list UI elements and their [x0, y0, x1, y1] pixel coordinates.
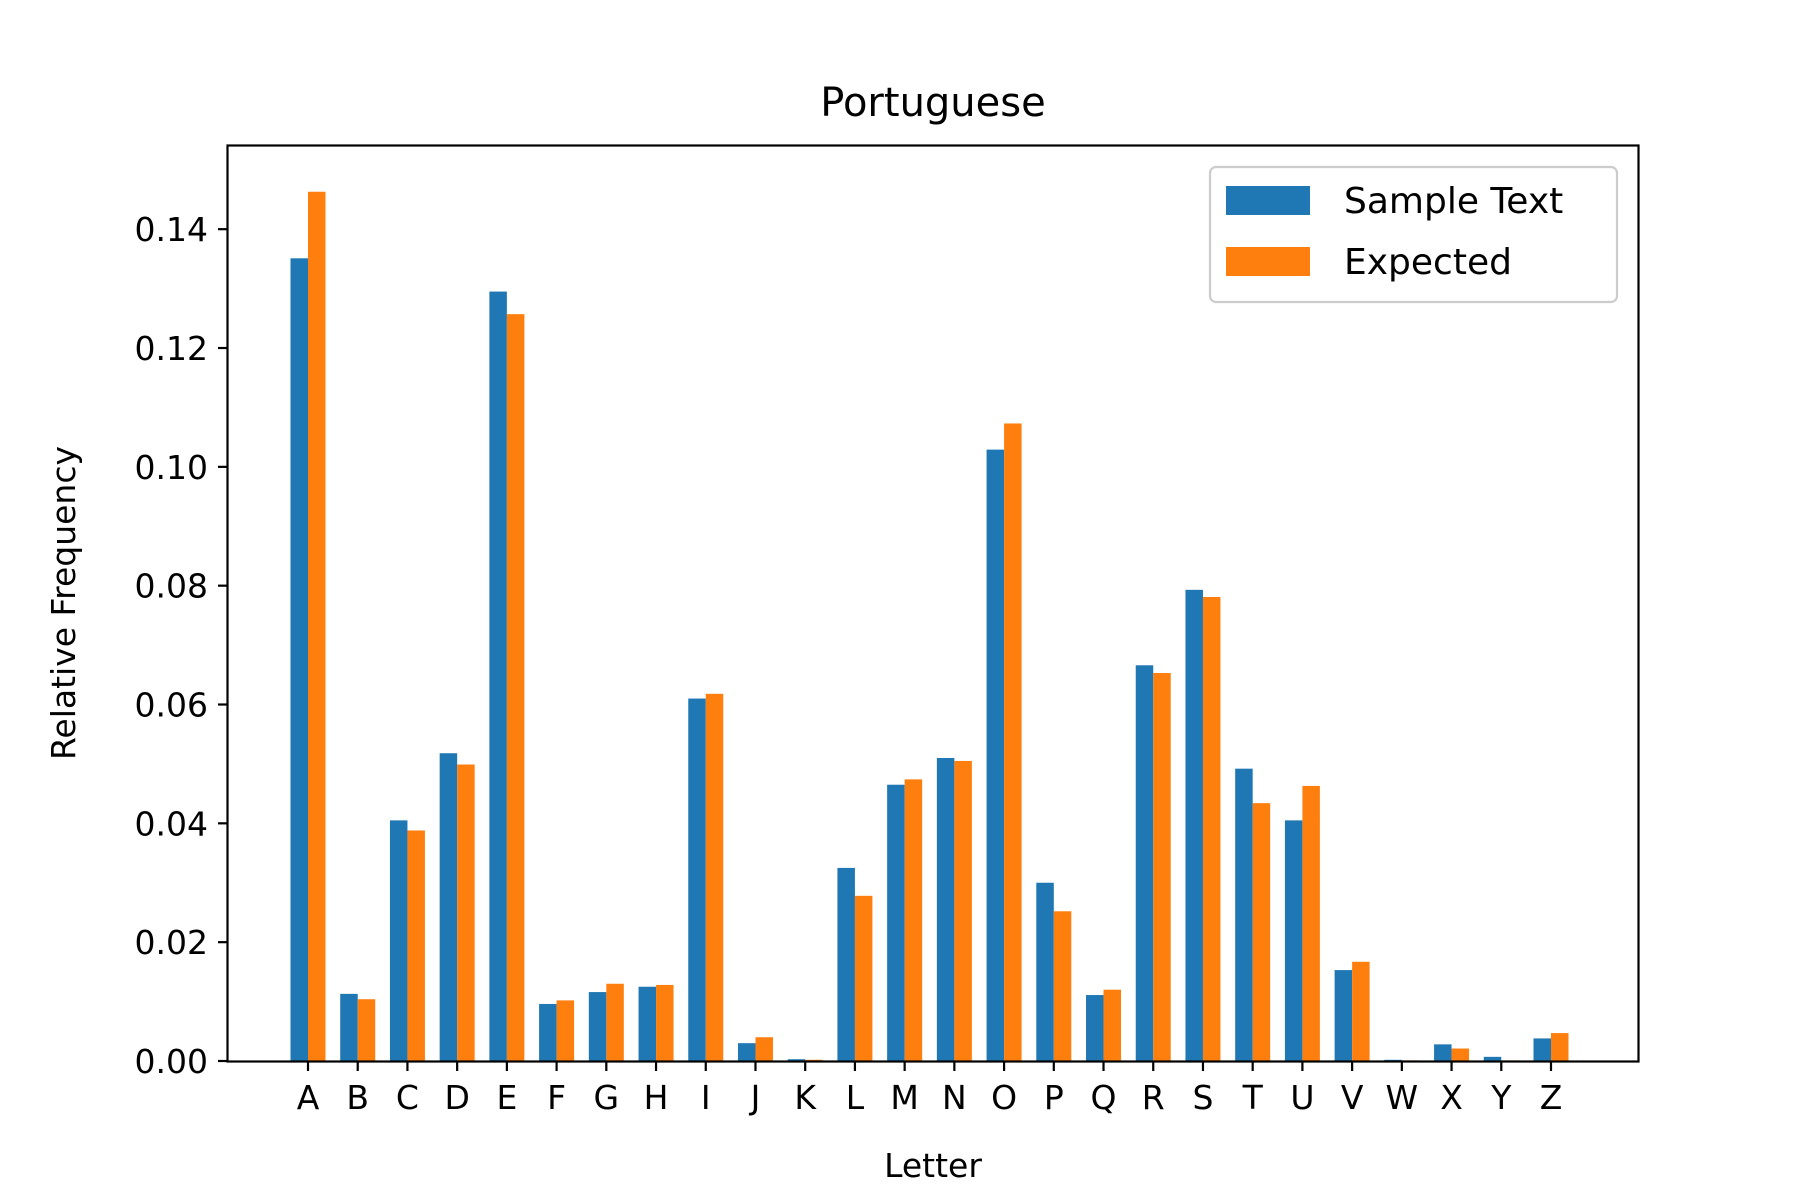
bar-sample-text-x	[1434, 1044, 1452, 1061]
legend-box	[1208, 165, 1619, 304]
x-tick-label-m: M	[890, 1078, 918, 1117]
bars-layer	[290, 191, 1569, 1062]
bar-sample-text-b	[340, 993, 358, 1061]
bar-sample-text-m	[887, 784, 905, 1061]
bar-sample-text-d	[439, 753, 458, 1061]
x-tick-label-q: Q	[1091, 1078, 1117, 1117]
bar-expected-f	[556, 1000, 575, 1061]
x-tick-label-k: K	[794, 1078, 817, 1117]
x-tick-label-a: A	[297, 1078, 320, 1117]
bar-sample-text-t	[1235, 768, 1253, 1061]
legend-swatch-sample-text	[1226, 186, 1310, 215]
bar-sample-text-r	[1135, 665, 1154, 1061]
bar-sample-text-k	[787, 1059, 806, 1061]
x-tick-label-t: T	[1242, 1078, 1264, 1117]
bar-expected-b	[357, 999, 376, 1061]
chart-title: Portuguese	[820, 80, 1045, 126]
x-axis-title: Letter	[884, 1146, 982, 1185]
bar-sample-text-z	[1533, 1038, 1551, 1061]
y-tick-label: 0.14	[135, 210, 208, 249]
bar-sample-text-g	[588, 992, 607, 1061]
x-tick-label-d: D	[444, 1078, 469, 1117]
x-tick-label-z: Z	[1540, 1078, 1563, 1117]
legend-swatch-expected	[1226, 247, 1310, 276]
bar-expected-h	[656, 984, 674, 1061]
bar-expected-u	[1302, 785, 1320, 1061]
bar-expected-m	[904, 779, 923, 1061]
y-tick-label: 0.08	[135, 567, 208, 606]
bar-expected-x	[1451, 1048, 1470, 1061]
bar-expected-z	[1551, 1033, 1569, 1061]
x-tick-label-r: R	[1142, 1078, 1165, 1117]
bar-expected-g	[606, 983, 624, 1061]
x-tick-label-e: E	[496, 1078, 517, 1117]
bar-expected-i	[705, 693, 724, 1061]
bar-sample-text-f	[539, 1003, 557, 1061]
bar-sample-text-s	[1185, 589, 1203, 1061]
bar-expected-v	[1352, 961, 1370, 1061]
x-tick-label-i: I	[701, 1078, 711, 1117]
x-tick-label-y: Y	[1490, 1078, 1512, 1117]
y-tick-label: 0.10	[135, 448, 208, 487]
bar-sample-text-y	[1483, 1056, 1502, 1061]
bar-expected-e	[506, 314, 525, 1061]
y-tick-label: 0.00	[135, 1042, 208, 1081]
x-tick-label-o: O	[991, 1078, 1017, 1117]
bar-sample-text-o	[986, 449, 1005, 1061]
x-tick-label-n: N	[942, 1078, 967, 1117]
bar-sample-text-u	[1284, 820, 1303, 1061]
x-tick-label-s: S	[1192, 1078, 1213, 1117]
x-tick-label-g: G	[594, 1078, 620, 1117]
bar-sample-text-a	[290, 258, 308, 1061]
bar-expected-a	[308, 191, 326, 1061]
bar-sample-text-j	[737, 1043, 756, 1061]
bar-sample-text-i	[688, 698, 706, 1061]
bar-expected-c	[407, 830, 425, 1061]
legend-label-sample-text: Sample Text	[1344, 181, 1563, 222]
x-tick-label-b: B	[346, 1078, 369, 1117]
bar-sample-text-p	[1036, 882, 1054, 1061]
bar-sample-text-l	[837, 867, 855, 1061]
y-tick-label: 0.04	[135, 804, 208, 843]
y-axis-title: Relative Frequency	[44, 446, 83, 760]
x-tick-label-w: W	[1386, 1078, 1419, 1117]
plot-frame	[226, 144, 1640, 1063]
legend-label-expected: Expected	[1344, 242, 1512, 283]
x-tick-label-u: U	[1290, 1078, 1314, 1117]
y-tick-label: 0.02	[135, 923, 208, 962]
bar-expected-n	[954, 760, 972, 1061]
x-tick-label-l: L	[846, 1078, 865, 1117]
bar-sample-text-v	[1334, 970, 1353, 1061]
bar-sample-text-n	[936, 757, 955, 1061]
x-tick-label-v: V	[1341, 1078, 1364, 1117]
bar-sample-text-c	[389, 820, 408, 1061]
bar-expected-d	[457, 764, 475, 1061]
x-tick-label-p: P	[1044, 1078, 1064, 1117]
bar-expected-t	[1252, 803, 1271, 1061]
bar-sample-text-e	[489, 291, 507, 1061]
x-tick-label-h: H	[644, 1078, 669, 1117]
bar-expected-p	[1053, 911, 1072, 1061]
bar-sample-text-h	[638, 986, 657, 1061]
y-tick-label: 0.12	[135, 329, 208, 368]
bar-expected-l	[854, 895, 873, 1061]
x-tick-label-c: C	[396, 1078, 419, 1117]
bar-sample-text-q	[1086, 995, 1104, 1061]
legend: Sample Text Expected	[1208, 165, 1619, 304]
axes-layer	[226, 144, 1640, 1063]
bar-expected-r	[1153, 673, 1171, 1061]
y-ticks: 0.00 0.02 0.04 0.06 0.08 0.10 0.12 0.14	[135, 210, 228, 1081]
bar-expected-s	[1202, 596, 1221, 1061]
x-tick-label-f: F	[547, 1078, 566, 1117]
x-tick-label-j: J	[749, 1078, 761, 1117]
bar-expected-o	[1004, 423, 1022, 1062]
x-tick-label-x: X	[1440, 1078, 1463, 1117]
y-tick-label: 0.06	[135, 686, 208, 725]
bar-expected-q	[1103, 989, 1122, 1061]
bar-expected-j	[755, 1037, 773, 1061]
